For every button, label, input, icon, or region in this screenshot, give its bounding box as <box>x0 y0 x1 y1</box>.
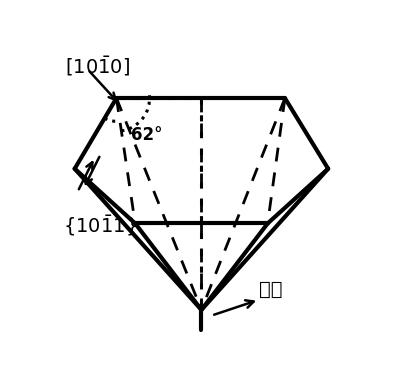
Text: $\{10\bar{1}1\}$: $\{10\bar{1}1\}$ <box>63 213 137 237</box>
Text: $[10\bar{1}0]$: $[10\bar{1}0]$ <box>64 54 130 78</box>
Text: 位错: 位错 <box>259 280 283 300</box>
Text: 62°: 62° <box>131 126 162 144</box>
